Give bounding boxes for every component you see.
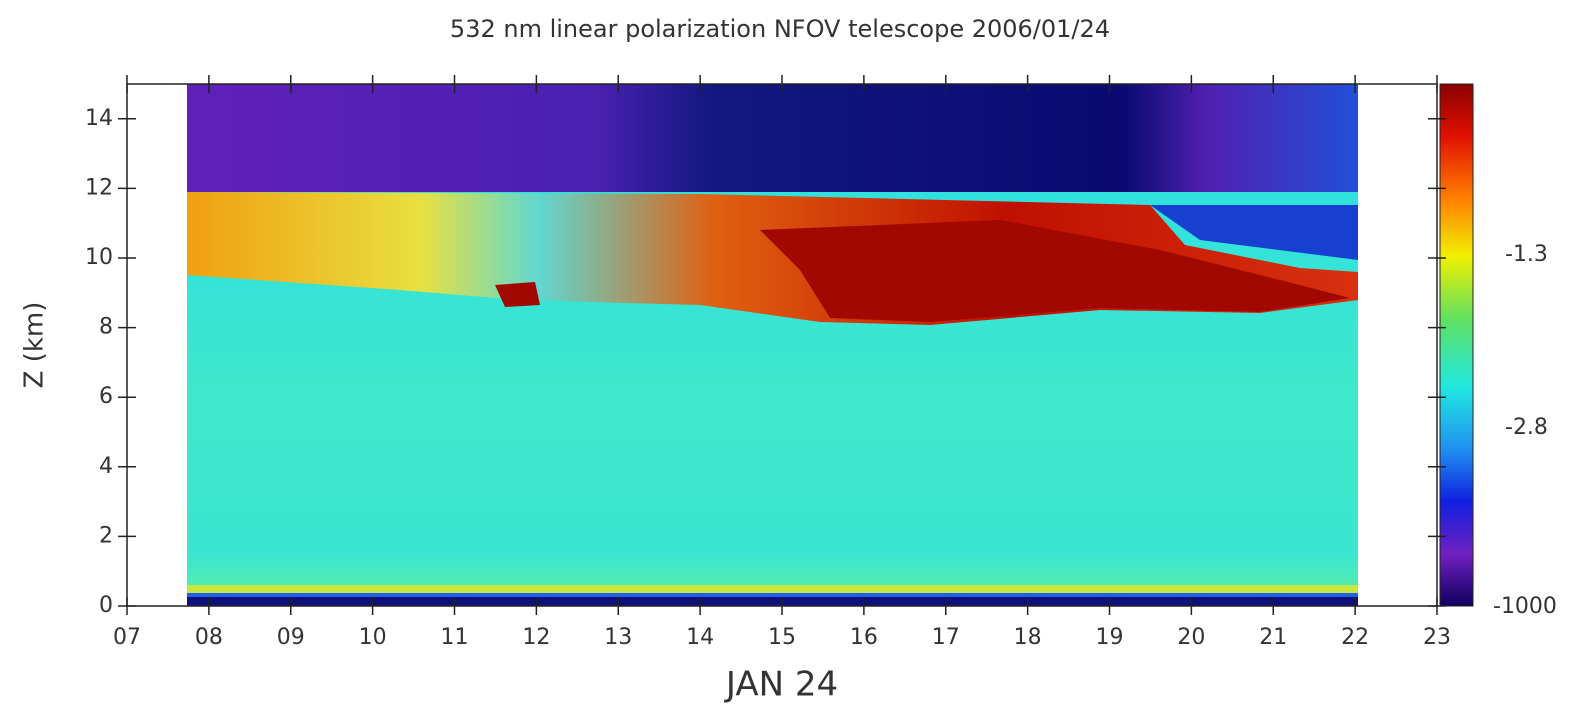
y-tick-label: 8 <box>99 315 113 340</box>
y-axis-label: Z (km) <box>20 302 50 389</box>
colorbar-label: -2.8 <box>1505 415 1548 440</box>
y-tick-label: 6 <box>99 384 113 409</box>
x-tick-label: 20 <box>1177 625 1205 650</box>
x-tick-label: 22 <box>1341 625 1369 650</box>
x-tick-label: 11 <box>441 625 469 650</box>
y-tick-label: 2 <box>99 523 113 548</box>
x-tick-label: 10 <box>359 625 387 650</box>
colorbar-label: -1.3 <box>1505 242 1548 267</box>
x-tick-label: 21 <box>1259 625 1287 650</box>
y-tick-label: 14 <box>85 106 113 131</box>
x-tick-label: 12 <box>522 625 550 650</box>
x-tick-label: 18 <box>1014 625 1042 650</box>
x-tick-label: 15 <box>768 625 796 650</box>
x-tick-label: 16 <box>850 625 878 650</box>
x-tick-label: 13 <box>604 625 632 650</box>
y-tick-label: 4 <box>99 454 113 479</box>
x-tick-label: 07 <box>113 625 141 650</box>
x-tick-label: 08 <box>195 625 223 650</box>
x-tick-label: 14 <box>686 625 714 650</box>
y-tick-label: 12 <box>85 175 113 200</box>
x-tick-label: 09 <box>277 625 305 650</box>
x-axis-label: JAN 24 <box>724 665 838 705</box>
y-tick-label: 10 <box>85 245 113 270</box>
x-tick-label: 19 <box>1096 625 1124 650</box>
x-tick-label: 17 <box>932 625 960 650</box>
chart-title: 532 nm linear polarization NFOV telescop… <box>450 15 1110 43</box>
heatmap-field <box>187 84 1358 606</box>
y-tick-label: 0 <box>99 593 113 618</box>
colorbar <box>1439 83 1474 607</box>
colorbar-label: -1000 <box>1493 594 1557 619</box>
x-tick-label: 23 <box>1423 625 1451 650</box>
